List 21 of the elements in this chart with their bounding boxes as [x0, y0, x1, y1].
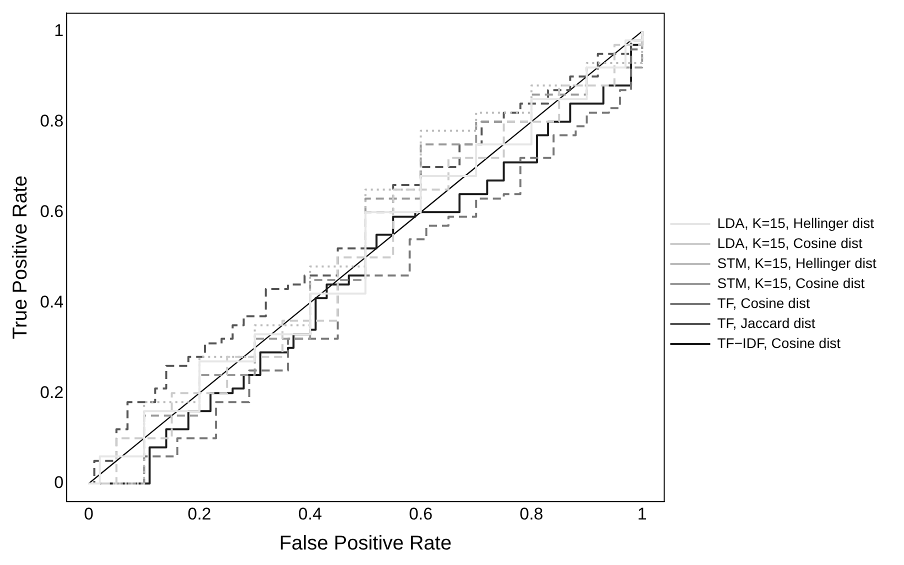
legend-label: LDA, K=15, Hellinger dist [717, 214, 874, 231]
x-tick-label: 0.8 [520, 504, 544, 524]
y-tick-label: 0.2 [40, 382, 64, 402]
legend-label: LDA, K=15, Cosine dist [717, 234, 862, 251]
y-tick-label: 1 [54, 20, 64, 40]
y-tick-label: 0.4 [40, 292, 64, 312]
x-tick-label: 0.6 [408, 504, 433, 524]
x-tick-label: 0.2 [188, 504, 212, 524]
legend-label: TF, Jaccard dist [717, 314, 816, 331]
legend-label: STM, K=15, Cosine dist [717, 274, 865, 291]
x-tick-label: 0 [84, 504, 94, 524]
y-tick-label: 0.6 [40, 202, 64, 221]
x-tick-label: 1 [637, 504, 647, 524]
y-axis-title: True Positive Rate [10, 176, 32, 340]
y-tick-label: 0.8 [40, 111, 64, 130]
x-tick-label: 0.4 [298, 504, 322, 524]
x-axis-title: False Positive Rate [279, 532, 452, 555]
legend-label: TF−IDF, Cosine dist [717, 334, 841, 351]
legend-label: STM, K=15, Hellinger dist [717, 254, 876, 271]
y-tick-label: 0 [54, 473, 64, 492]
legend-label: TF, Cosine dist [717, 294, 810, 311]
